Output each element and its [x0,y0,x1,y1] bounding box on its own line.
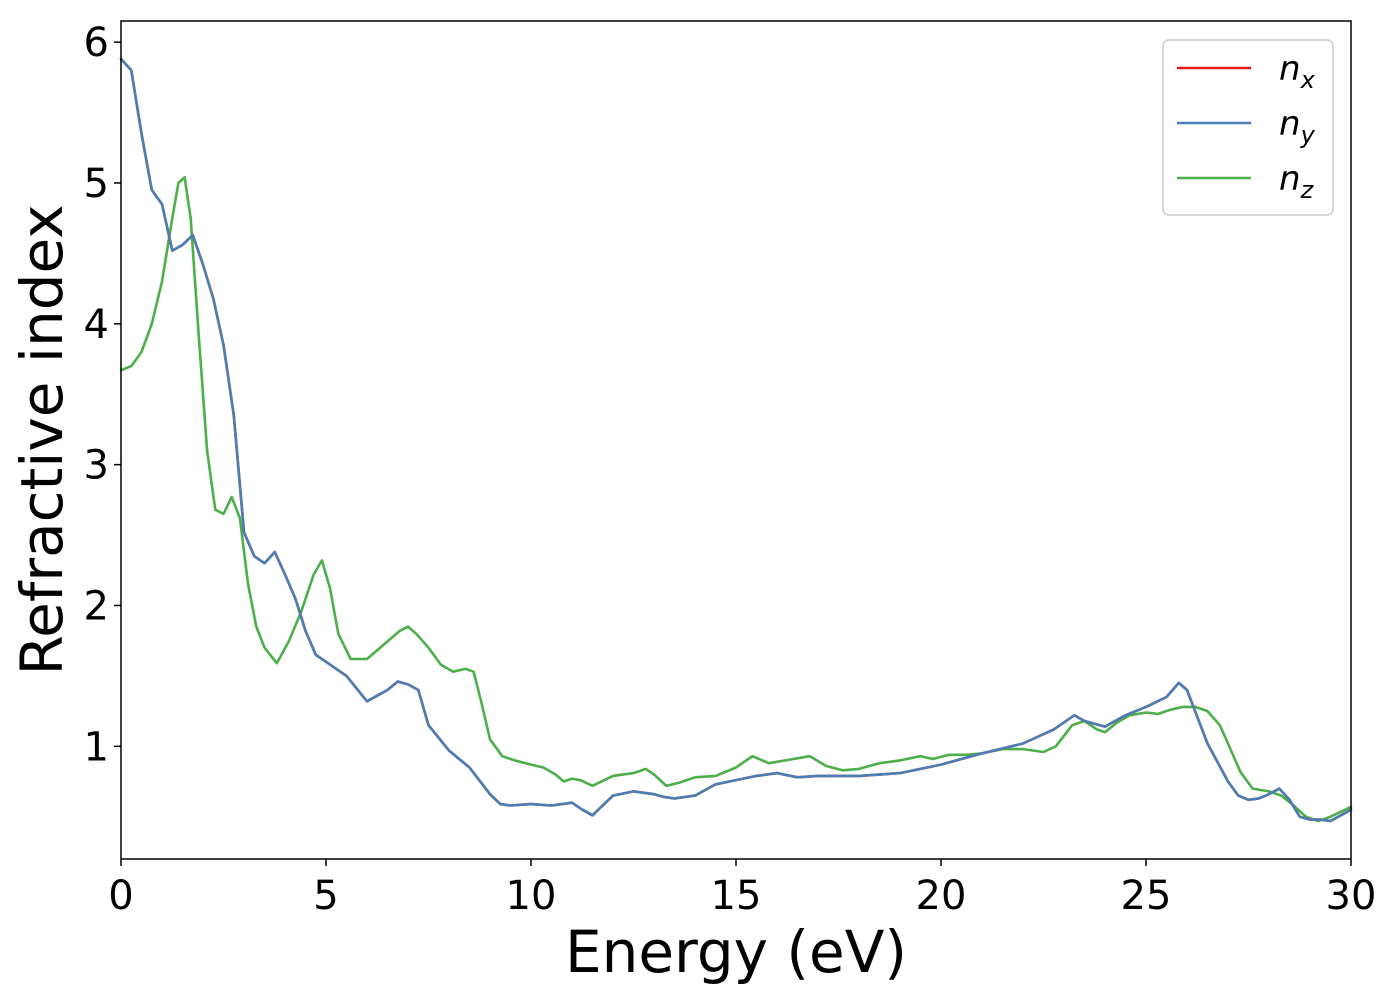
x-tick-label: 25 [1121,873,1172,919]
x-tick-label: 20 [916,873,967,919]
y-tick-label: 4 [84,302,109,348]
x-tick-label: 15 [711,873,762,919]
series-line-n-z [119,176,1353,823]
legend-box [1162,39,1334,216]
x-tick-label: 30 [1326,873,1377,919]
y-tick-label: 6 [84,20,109,66]
y-axis-ticks: 1 2 3 4 5 6 [84,20,121,770]
legend-label-n-y: ny [1279,104,1316,149]
legend-label-n-z: nz [1279,159,1315,204]
legend-label-n-x: nx [1279,49,1316,94]
y-tick-label: 5 [84,161,109,207]
x-tick-label: 10 [506,873,557,919]
x-tick-label: 5 [313,873,338,919]
y-tick-label: 2 [84,583,109,629]
x-axis-title: Energy (eV) [565,918,907,986]
x-axis-ticks: 0 5 10 15 20 25 30 [108,859,1376,919]
y-axis-title: Refractive index [8,204,76,675]
series-line-n-y [119,57,1353,823]
legend: nx ny nz [1162,39,1334,216]
y-tick-label: 1 [84,724,109,770]
y-tick-label: 3 [84,443,109,489]
plot-area [121,21,1351,859]
x-tick-label: 0 [108,873,133,919]
series-layer [119,57,1353,823]
